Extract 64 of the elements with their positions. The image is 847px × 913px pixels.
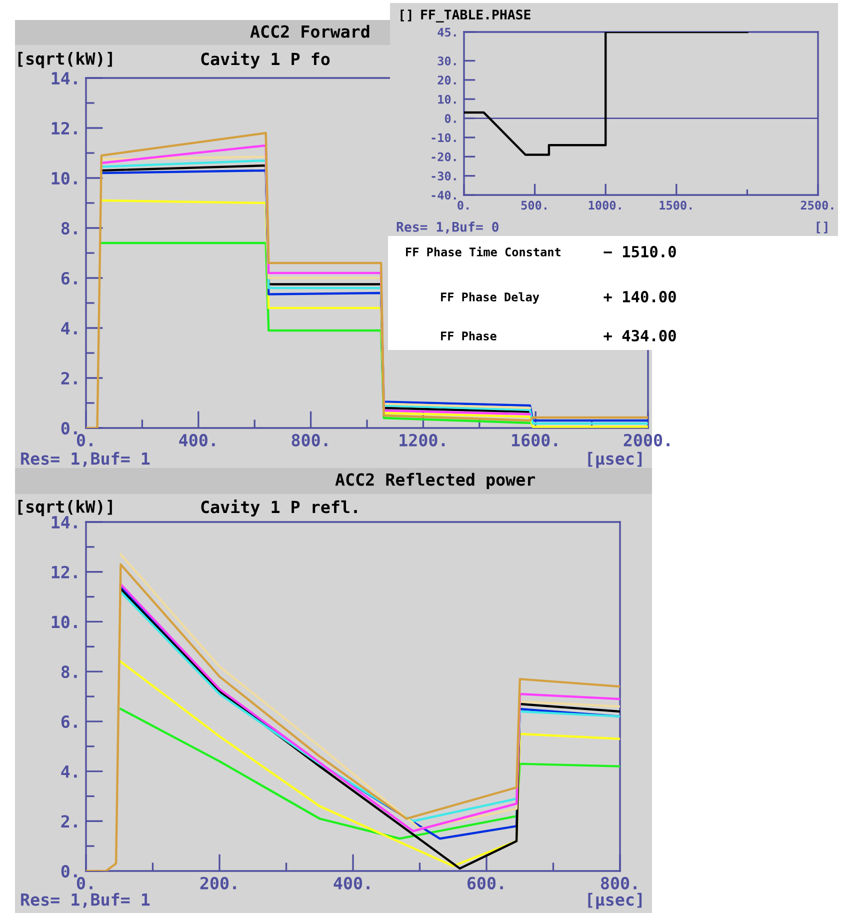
y-tick-label: 6. bbox=[61, 272, 77, 285]
x-tick-label: 1200. bbox=[400, 434, 445, 446]
x-tick-label: 0. bbox=[76, 434, 92, 446]
y-axis-title: [sqrt(kW)] bbox=[18, 500, 112, 516]
x-tick-label: 600. bbox=[467, 876, 503, 890]
annotation: FF Phase Delay bbox=[441, 292, 540, 304]
y-axis-title: [sqrt(kW)] bbox=[18, 52, 112, 68]
annotation: + 140.00 bbox=[604, 290, 676, 302]
y-tick-label: 6. bbox=[61, 715, 77, 728]
line-series bbox=[464, 32, 748, 156]
y-tick-label: 14. bbox=[52, 72, 77, 84]
x-tick-label: 2000. bbox=[624, 434, 670, 446]
x-axis-title: [µsec] bbox=[588, 452, 642, 468]
x-tick-label: 0. bbox=[458, 200, 469, 210]
x-axis-title: [µsec] bbox=[588, 892, 642, 910]
y-tick-label: -20. bbox=[432, 152, 456, 162]
annotation: FF Phase bbox=[441, 331, 496, 340]
line-series bbox=[120, 660, 620, 868]
x-tick-label: 500. bbox=[521, 200, 546, 210]
annotation: FF Phase Time Constant bbox=[406, 246, 560, 256]
y-tick-label: 0. bbox=[61, 422, 77, 435]
x-tick-label: 800. bbox=[600, 876, 636, 890]
y-tick-label: 8. bbox=[61, 222, 77, 235]
y-tick-label: 45. bbox=[438, 28, 456, 37]
annotation: + 434.00 bbox=[604, 330, 676, 342]
y-tick-label: 30. bbox=[438, 56, 456, 66]
chart-title: ACC2 Forward bbox=[250, 24, 370, 38]
y-tick-label: 10. bbox=[52, 172, 77, 185]
y-tick-label: 14. bbox=[52, 516, 77, 528]
x-tick-label: 1600. bbox=[512, 434, 558, 446]
y-tick-label: -10. bbox=[432, 133, 456, 142]
y-tick-label: -30. bbox=[432, 172, 456, 180]
chart-title: ACC2 Reflected power bbox=[335, 472, 536, 490]
text: Res= 1,Buf= 1 bbox=[21, 892, 150, 908]
chart-subtitle: Cavity 1 P refl. bbox=[201, 499, 357, 516]
y-tick-label: -40. bbox=[432, 190, 456, 200]
x-tick-label: 400. bbox=[179, 434, 215, 446]
y-tick-label: 10. bbox=[52, 616, 77, 628]
x-tick-label: 2500. bbox=[800, 200, 834, 210]
chart-subtitle: Cavity 1 P fo bbox=[201, 51, 330, 68]
y-tick-label: 4. bbox=[61, 322, 77, 334]
line-series bbox=[120, 708, 620, 840]
y-tick-label: 0. bbox=[61, 864, 77, 878]
x-tick-label: 1000. bbox=[588, 200, 621, 210]
y-tick-label: 0. bbox=[444, 114, 456, 123]
annotation: − 1510.0 bbox=[604, 246, 676, 258]
x-axis-title: [] bbox=[816, 222, 828, 234]
y-tick-label: 10. bbox=[438, 94, 456, 104]
x-tick-label: 0. bbox=[76, 876, 92, 890]
y-tick-label: 8. bbox=[61, 666, 77, 678]
annotation: Res= 1,Buf= 0 bbox=[396, 222, 498, 234]
y-tick-label: 2. bbox=[61, 815, 77, 828]
y-tick-label: 2. bbox=[61, 372, 77, 384]
x-tick-label: 800. bbox=[292, 434, 328, 446]
x-tick-label: 200. bbox=[200, 876, 236, 890]
y-tick-label: 20. bbox=[438, 76, 456, 85]
y-axis-title: [] bbox=[400, 10, 412, 22]
x-tick-label: 400. bbox=[334, 876, 370, 890]
chart-title: FF_TABLE.PHASE bbox=[421, 10, 530, 22]
text: Res= 1,Buf= 1 bbox=[21, 452, 150, 467]
y-tick-label: 12. bbox=[52, 122, 77, 134]
y-tick-label: 4. bbox=[61, 765, 77, 778]
y-tick-label: 12. bbox=[52, 566, 77, 578]
x-tick-label: 1500. bbox=[660, 200, 692, 210]
